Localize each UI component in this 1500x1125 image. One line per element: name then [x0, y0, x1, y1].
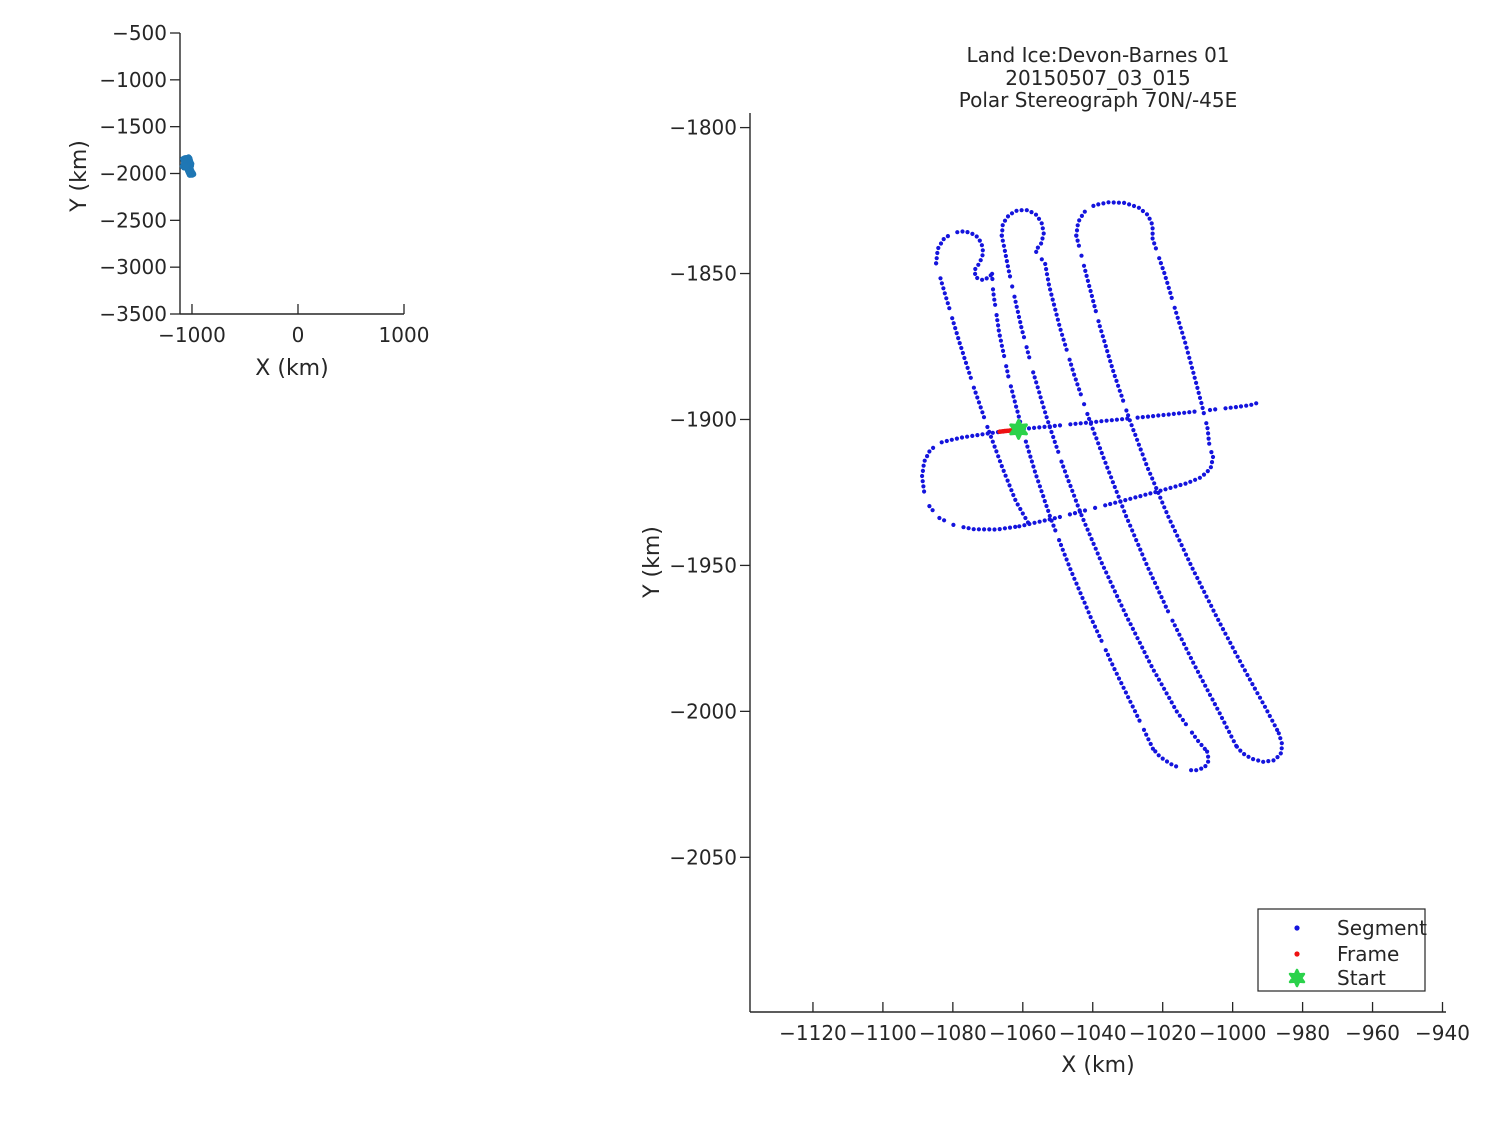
y-tick-label: −3000	[99, 255, 167, 279]
inset-ylabel: Y (km)	[67, 140, 92, 213]
start-marker	[1009, 418, 1028, 440]
main-title-line-2: 20150507_03_015	[1005, 66, 1190, 90]
inset-xlabel: X (km)	[255, 356, 328, 381]
x-tick-label: −1060	[989, 1021, 1057, 1045]
y-tick-label: −1850	[669, 262, 737, 286]
x-tick-label: 0	[292, 323, 305, 347]
y-tick-label: −2000	[99, 162, 167, 186]
segment-dots-layer	[920, 200, 1284, 773]
main-ylabel: Y (km)	[640, 526, 665, 599]
x-tick-label: −940	[1415, 1021, 1470, 1045]
y-tick-label: −1950	[669, 553, 737, 577]
x-tick-label: −1000	[158, 323, 226, 347]
main-title-line-3: Polar Stereograph 70N/-45E	[959, 88, 1238, 112]
x-tick-label: −1040	[1059, 1021, 1127, 1045]
legend-box	[1257, 908, 1426, 992]
x-tick-label: −1000	[1199, 1021, 1267, 1045]
legend-frame-dot-icon	[1294, 951, 1300, 957]
legend-frame-label: Frame	[1337, 942, 1399, 966]
y-tick-label: −1500	[99, 115, 167, 139]
y-tick-label: −2000	[669, 699, 737, 723]
main-title-line-1: Land Ice:Devon-Barnes 01	[966, 43, 1229, 67]
inset-axes: −1000 0 1000 −500 −1000 −1500 −2000 −2500 −3000 −…	[99, 21, 429, 347]
x-tick-label: −1100	[849, 1021, 917, 1045]
x-tick-label: 1000	[379, 323, 430, 347]
x-tick-label: −960	[1345, 1021, 1400, 1045]
x-tick-label: −1020	[1129, 1021, 1197, 1045]
y-tick-label: −500	[112, 21, 167, 45]
y-tick-label: −2500	[99, 208, 167, 232]
legend-segment-dot-icon	[1294, 925, 1300, 931]
main-axes: −1120 −1100 −1080 −1060 −1040 −1020 −1000 −980−…	[669, 113, 1470, 1045]
legend-start-star-icon	[1288, 968, 1306, 988]
inset-track-dots-layer	[179, 154, 197, 178]
x-tick-label: −980	[1275, 1021, 1330, 1045]
y-tick-label: −3500	[99, 302, 167, 326]
x-tick-label: −1080	[919, 1021, 987, 1045]
main-xlabel: X (km)	[1061, 1053, 1134, 1078]
legend-start-label: Start	[1337, 966, 1386, 990]
legend-segment-label: Segment	[1337, 916, 1427, 940]
y-tick-label: −1000	[99, 68, 167, 92]
y-tick-label: −1900	[669, 407, 737, 431]
y-tick-label: −2050	[669, 845, 737, 869]
x-tick-label: −1120	[779, 1021, 847, 1045]
y-tick-label: −1800	[669, 116, 737, 140]
legend: Segment Frame Start	[1257, 908, 1427, 992]
